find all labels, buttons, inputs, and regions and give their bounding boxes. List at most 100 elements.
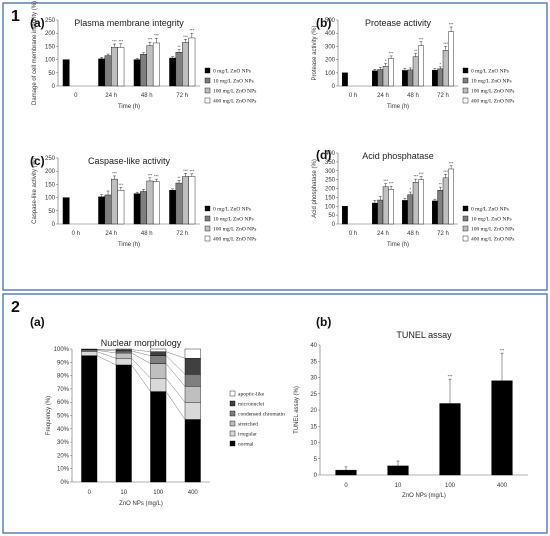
bar: [439, 403, 461, 476]
x-axis-label: ZnO NPs (mg/L): [402, 493, 446, 499]
bar: [448, 31, 454, 87]
y-tick-label: 100: [45, 58, 56, 64]
stack-segment-micronuclei: [150, 351, 167, 356]
bar: [169, 57, 177, 87]
x-tick-label: 0: [88, 490, 92, 496]
x-tick-label: 400: [188, 490, 199, 496]
significance-mark: ***: [154, 174, 159, 179]
panel-a1: (a) Plasma membrane integrity 0 50 100 150 200…: [30, 1, 256, 110]
bar: [182, 176, 189, 225]
y-tick-label: 50: [328, 213, 335, 219]
bar: [402, 70, 408, 87]
x-axis-label: Time (h): [118, 242, 140, 248]
legend-entry: 100 mg/L ZnO NPs: [471, 227, 514, 233]
stack-connector: [96, 349, 117, 352]
y-tick-label: 200: [325, 58, 336, 64]
stack-segment-apoptic-like: [115, 348, 132, 350]
legend-swatch: [204, 97, 211, 104]
bar: [418, 45, 424, 87]
x-tick-label: 24 h: [105, 231, 117, 237]
legend-swatch: [229, 440, 236, 447]
y-tick-label: 300: [325, 44, 336, 50]
section-label-2: 2: [11, 299, 20, 316]
y-tick-label: 50: [48, 71, 55, 77]
y-tick-label: 10%: [57, 467, 70, 473]
y-tick-label: 25: [310, 392, 317, 398]
significance-mark: ***: [189, 168, 194, 173]
x-tick-label: 72 h: [437, 93, 449, 99]
panel-b2: (b) TUNEL assay 0 5 10 15 20 25 30 35 40 TUNEL assa…: [294, 315, 528, 499]
legend-swatch: [229, 400, 236, 407]
legend-entry: 100 mg/L ZnO NPs: [213, 227, 256, 233]
significance-mark: ***: [148, 37, 153, 42]
significance-mark: ***: [118, 182, 123, 187]
legend-entry: 10 mg/L ZnO NPs: [213, 217, 254, 223]
x-tick-label: 400: [497, 483, 508, 489]
y-tick-label: 150: [45, 182, 56, 188]
bar: [377, 69, 384, 87]
panel-b1: (b) Protease activity 0 100 200 300 400 500 Prot…: [312, 16, 514, 110]
legend-entry: 0 mg/L ZnO NPs: [471, 69, 509, 75]
y-tick-label: 5: [314, 457, 318, 463]
bar: [140, 54, 147, 87]
y-tick-label: 0%: [60, 480, 69, 486]
y-tick-label: 350: [325, 160, 336, 166]
panel-c1: (c) Caspase-like activity 0 50 100 150 200 250 C…: [30, 154, 256, 248]
significance-mark: ***: [449, 160, 454, 165]
legend-entry: 400 mg/L ZnO NPs: [213, 237, 256, 243]
stack-segment-normal: [184, 419, 201, 483]
significance-mark: ***: [448, 374, 453, 379]
y-tick-label: 40%: [57, 427, 70, 433]
legend-swatch: [204, 77, 211, 84]
legend-swatch: [462, 87, 469, 94]
x-tick-label: 72 h: [437, 231, 449, 237]
bar: [442, 50, 449, 87]
legend-entry: irregular: [238, 432, 257, 438]
x-tick-label: 0: [344, 483, 348, 489]
stack-connector: [96, 355, 117, 366]
significance-mark: ***: [154, 33, 159, 38]
chart-title: Plasma membrane integrity: [74, 18, 184, 28]
legend-entry: 0 mg/L ZnO NPs: [471, 207, 509, 213]
bar: [152, 42, 160, 87]
legend-entry: 10 mg/L ZnO NPs: [471, 79, 512, 85]
x-axis-label: Time (h): [387, 242, 409, 248]
legend-swatch: [462, 215, 469, 222]
x-axis-label: Time (h): [118, 104, 140, 110]
stack-segment-stretched: [184, 386, 201, 403]
chart-title: Protease activity: [365, 18, 432, 28]
legend-entry: 10 mg/L ZnO NPs: [471, 217, 512, 223]
bar: [432, 69, 438, 87]
significance-mark: *: [385, 58, 387, 63]
stack-segment-apoptic-like: [184, 348, 201, 359]
y-tick-label: 400: [325, 31, 336, 37]
y-tick-label: 0: [332, 84, 336, 90]
y-tick-label: 50%: [57, 414, 70, 420]
legend-entry: 400 mg/L ZnO NPs: [471, 237, 514, 243]
legend-entry: 400 mg/L ZnO NPs: [213, 99, 256, 105]
bar: [133, 193, 141, 225]
y-tick-label: 100: [325, 204, 336, 210]
y-tick-label: 35: [310, 359, 317, 365]
x-tick-label: 48 h: [407, 93, 419, 99]
chart-title: TUNEL assay: [396, 330, 452, 340]
bar: [372, 202, 378, 225]
bar: [402, 200, 408, 225]
y-axis-label: TUNEL assay (%): [294, 386, 300, 434]
significance-mark: ***: [383, 178, 388, 183]
bar: [146, 180, 154, 225]
stack-segment-stretched: [150, 363, 167, 379]
bar: [111, 178, 118, 225]
y-tick-label: 50: [48, 209, 55, 215]
bar: [448, 168, 454, 225]
bar: [117, 190, 125, 225]
bar: [133, 59, 141, 87]
panel-label: (b): [316, 315, 331, 329]
bar: [412, 182, 419, 225]
bar: [188, 176, 196, 225]
legend-entry: normal: [238, 442, 254, 448]
bar: [437, 190, 444, 225]
x-tick-label: 0 h: [349, 93, 357, 99]
bar: [104, 194, 112, 225]
